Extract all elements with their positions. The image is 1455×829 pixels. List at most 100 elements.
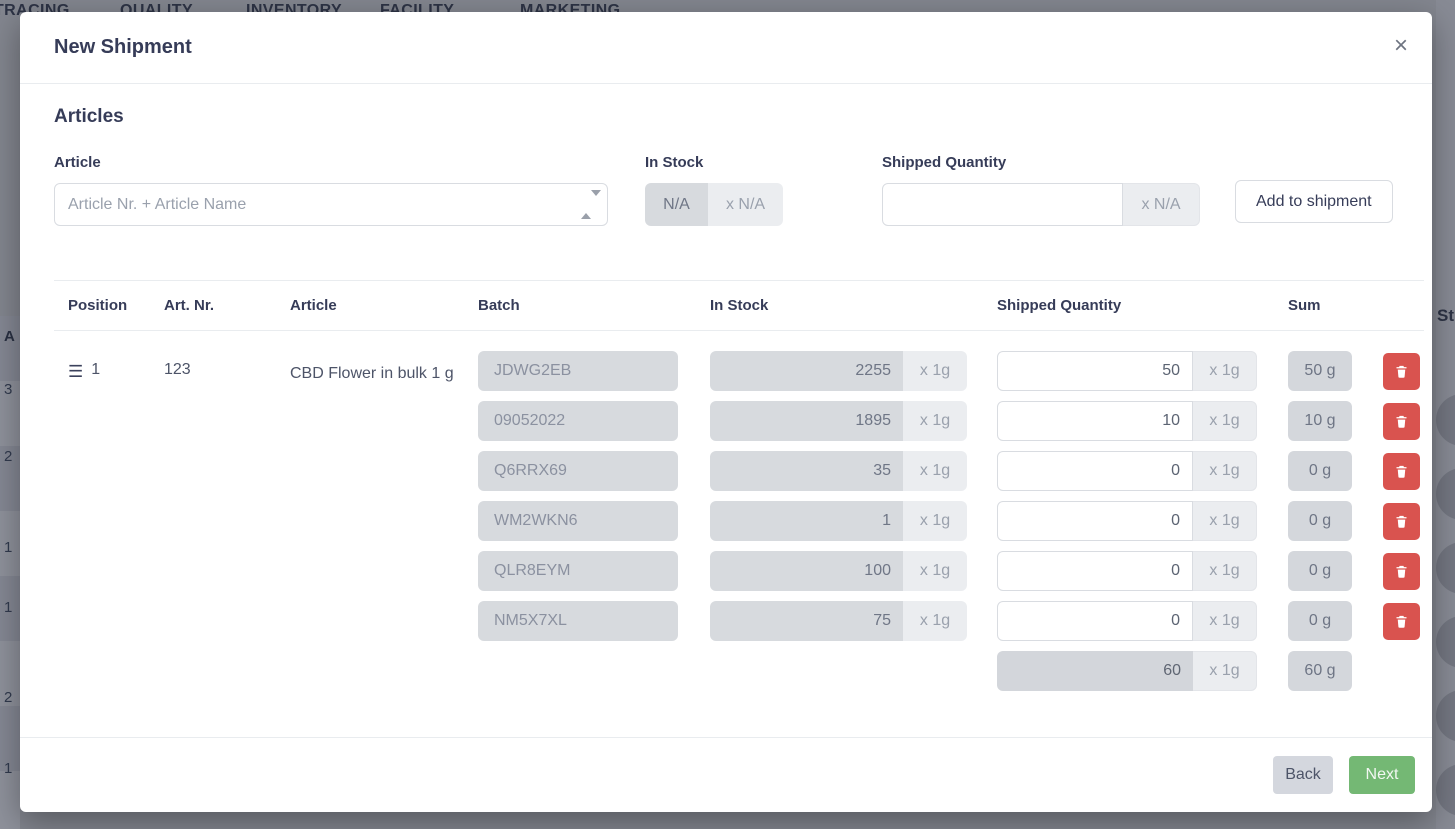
- shipped-unit: x 1g: [1193, 601, 1257, 641]
- bg-left-cell: 1: [4, 539, 13, 556]
- modal-footer: Back Next: [20, 737, 1432, 812]
- bg-action-circle: [1436, 690, 1455, 742]
- sum-badge: 0 g: [1288, 501, 1352, 541]
- in-stock-field: 1895 x 1g: [710, 401, 967, 441]
- col-in-stock: In Stock: [710, 297, 769, 314]
- in-stock-value: 2255: [710, 351, 903, 391]
- back-button[interactable]: Back: [1273, 756, 1333, 794]
- batch-field: Q6RRX69: [478, 451, 678, 491]
- sum-badge: 0 g: [1288, 551, 1352, 591]
- bg-left-cell: 3: [4, 381, 13, 398]
- delete-batch-button[interactable]: [1383, 603, 1420, 640]
- shipped-total-field: 60 x 1g: [997, 651, 1257, 691]
- bg-table-stripe: [0, 316, 20, 381]
- shipped-quantity-label: Shipped Quantity: [882, 154, 1007, 171]
- in-stock-value: 100: [710, 551, 903, 591]
- shipped-quantity-row-input[interactable]: [997, 451, 1193, 491]
- delete-batch-button[interactable]: [1383, 403, 1420, 440]
- table-header-row: Position Art. Nr. Article Batch In Stock…: [54, 280, 1424, 331]
- bg-table-stripe: [0, 381, 20, 446]
- trash-icon: [1396, 515, 1407, 528]
- shipped-unit: x 1g: [1193, 351, 1257, 391]
- shipped-total-unit: x 1g: [1193, 651, 1257, 691]
- batch-field: WM2WKN6: [478, 501, 678, 541]
- in-stock-value: N/A: [645, 183, 708, 226]
- close-icon[interactable]: ×: [1393, 32, 1408, 59]
- article-cell: CBD Flower in bulk 1 g: [290, 351, 478, 701]
- in-stock-unit: x 1g: [903, 601, 967, 641]
- trash-icon: [1396, 565, 1407, 578]
- bg-right-column-header: St: [1437, 306, 1454, 325]
- batch-field: 09052022: [478, 401, 678, 441]
- in-stock-unit: x 1g: [903, 401, 967, 441]
- add-to-shipment-button[interactable]: Add to shipment: [1235, 180, 1393, 223]
- new-shipment-modal: New Shipment × Articles Article Article …: [20, 12, 1432, 812]
- sum-badge: 10 g: [1288, 401, 1352, 441]
- in-stock-display: N/A x N/A: [645, 183, 783, 226]
- select-caret-icon: [581, 189, 601, 219]
- bg-table-stripe: [0, 511, 20, 576]
- delete-batch-button[interactable]: [1383, 553, 1420, 590]
- shipped-quantity-row-input[interactable]: [997, 551, 1193, 591]
- in-stock-value: 1895: [710, 401, 903, 441]
- article-select[interactable]: Article Nr. + Article Name: [54, 183, 608, 226]
- shipped-quantity-row-input[interactable]: [997, 401, 1193, 441]
- in-stock-field: 1 x 1g: [710, 501, 967, 541]
- shipped-quantity-input[interactable]: [882, 183, 1123, 226]
- shipment-articles-table: Position Art. Nr. Article Batch In Stock…: [54, 280, 1424, 701]
- in-stock-unit: x 1g: [903, 451, 967, 491]
- bg-left-column-header: A: [4, 328, 15, 345]
- col-shipped-quantity: Shipped Quantity: [997, 297, 1122, 314]
- delete-batch-button[interactable]: [1383, 353, 1420, 390]
- sum-badge: 0 g: [1288, 601, 1352, 641]
- shipped-unit: x 1g: [1193, 401, 1257, 441]
- sum-badge: 50 g: [1288, 351, 1352, 391]
- shipped-quantity-row-input[interactable]: [997, 351, 1193, 391]
- col-batch: Batch: [478, 297, 520, 314]
- trash-icon: [1396, 365, 1407, 378]
- bg-action-circle: [1436, 764, 1455, 816]
- add-article-form: Article Article Nr. + Article Name In St…: [54, 154, 1432, 256]
- articles-section-title: Articles: [54, 106, 124, 127]
- shipped-unit: x 1g: [1193, 501, 1257, 541]
- table-body: ☰ 1 123 CBD Flower in bulk 1 g JDWG2EB 2…: [54, 331, 1424, 701]
- article-name: CBD Flower in bulk 1 g: [290, 365, 454, 382]
- shipped-quantity-unit: x N/A: [1123, 183, 1200, 226]
- shipped-quantity-row-input[interactable]: [997, 501, 1193, 541]
- position-cell: ☰ 1: [54, 351, 164, 701]
- bg-left-cell: 1: [4, 599, 13, 616]
- batch-field: QLR8EYM: [478, 551, 678, 591]
- trash-icon: [1396, 415, 1407, 428]
- in-stock-label: In Stock: [645, 154, 704, 171]
- in-stock-unit: x N/A: [708, 183, 783, 226]
- bg-left-cell: 1: [4, 760, 13, 777]
- bg-table-stripe: [0, 771, 20, 829]
- bg-table-stripe: [0, 706, 20, 771]
- article-select-placeholder: Article Nr. + Article Name: [68, 195, 247, 213]
- bg-action-circle: [1436, 616, 1455, 668]
- delete-batch-button[interactable]: [1383, 453, 1420, 490]
- shipped-total-value: 60: [997, 651, 1193, 691]
- in-stock-field: 100 x 1g: [710, 551, 967, 591]
- modal-title: New Shipment: [54, 36, 192, 58]
- batch-field: JDWG2EB: [478, 351, 678, 391]
- in-stock-unit: x 1g: [903, 351, 967, 391]
- col-sum: Sum: [1288, 297, 1321, 314]
- drag-handle-icon[interactable]: ☰: [68, 362, 84, 381]
- in-stock-field: 75 x 1g: [710, 601, 967, 641]
- in-stock-value: 1: [710, 501, 903, 541]
- next-button[interactable]: Next: [1349, 756, 1415, 794]
- shipped-unit: x 1g: [1193, 451, 1257, 491]
- delete-batch-button[interactable]: [1383, 503, 1420, 540]
- bg-left-cell: 2: [4, 689, 13, 706]
- shipped-quantity-row-input[interactable]: [997, 601, 1193, 641]
- col-position: Position: [68, 297, 128, 314]
- sum-total-badge: 60 g: [1288, 651, 1352, 691]
- in-stock-unit: x 1g: [903, 501, 967, 541]
- bg-action-circle: [1436, 542, 1455, 594]
- bg-action-circle: [1436, 468, 1455, 520]
- modal-body: Articles Article Article Nr. + Article N…: [20, 84, 1432, 737]
- modal-header: New Shipment ×: [20, 12, 1432, 84]
- bg-table-stripe: [0, 641, 20, 706]
